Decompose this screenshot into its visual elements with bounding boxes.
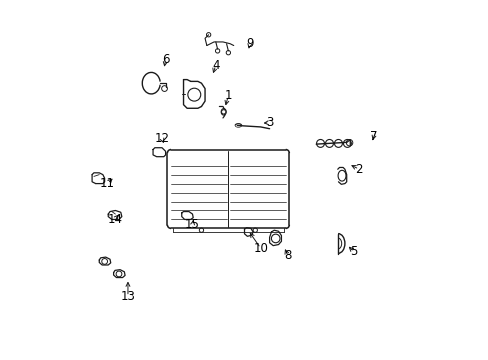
Text: 12: 12 (154, 132, 169, 145)
Text: 3: 3 (265, 116, 273, 129)
Text: 14: 14 (107, 213, 122, 226)
Text: 1: 1 (224, 89, 232, 102)
Text: 13: 13 (120, 290, 135, 303)
Text: 9: 9 (245, 37, 253, 50)
Text: 2: 2 (355, 163, 362, 176)
Text: 6: 6 (162, 53, 169, 66)
Text: 10: 10 (253, 242, 267, 255)
Text: 11: 11 (100, 177, 115, 190)
Circle shape (221, 110, 225, 114)
Text: 8: 8 (283, 249, 291, 262)
Text: 7: 7 (369, 130, 377, 144)
Text: 5: 5 (349, 245, 357, 258)
Text: 4: 4 (212, 59, 219, 72)
Text: 15: 15 (184, 218, 200, 231)
